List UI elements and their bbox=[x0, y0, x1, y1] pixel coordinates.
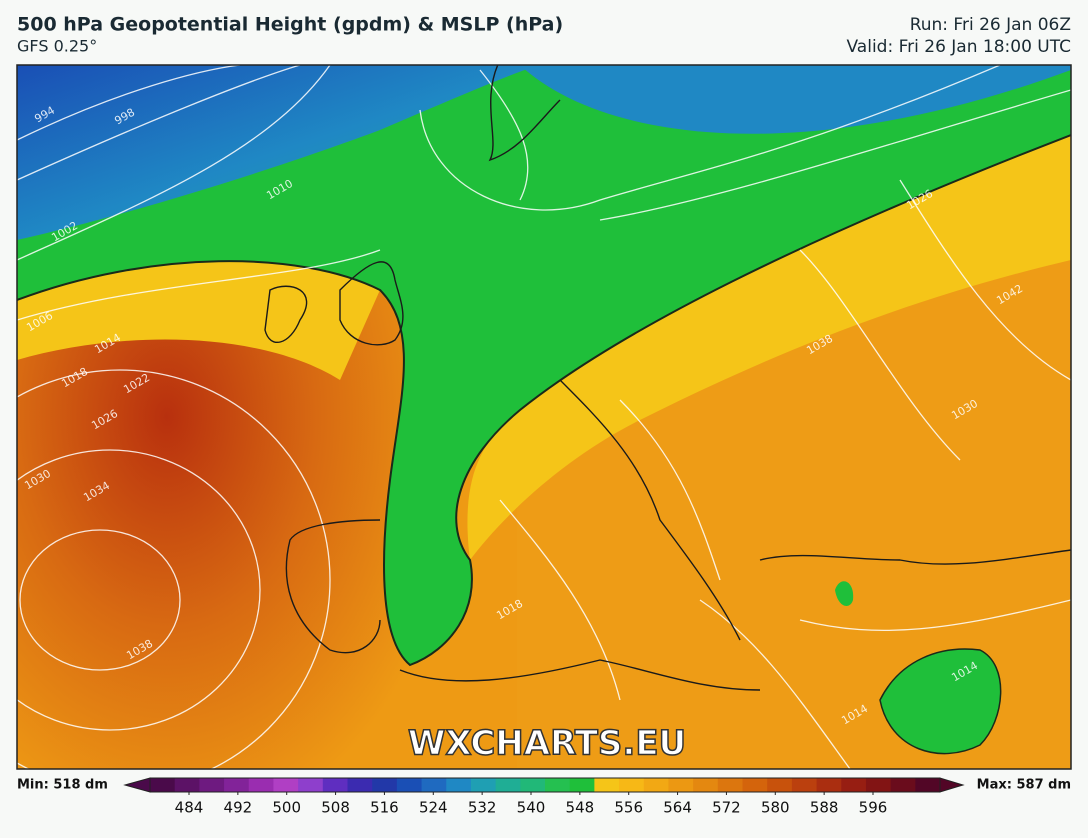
colorbar-tick-label: 596 bbox=[859, 799, 888, 817]
colorbar-swatch bbox=[717, 778, 743, 792]
colorbar-swatch bbox=[865, 778, 892, 792]
isobars bbox=[17, 65, 1071, 769]
colorbar-tick-label: 492 bbox=[224, 799, 253, 817]
colorbar-swatch bbox=[248, 778, 274, 792]
valid: Valid: Fri 26 Jan 18:00 UTC bbox=[847, 37, 1072, 57]
yellow-zone bbox=[17, 261, 380, 380]
colorbar-swatch bbox=[841, 778, 867, 792]
colorbar-swatch bbox=[273, 778, 299, 792]
colorbar-swatch bbox=[396, 778, 423, 792]
colorbar-swatch bbox=[322, 778, 348, 792]
title: 500 hPa Geopotential Height (gpdm) & MSL… bbox=[17, 14, 563, 36]
colorbar-swatch bbox=[347, 778, 373, 792]
colorbar-tick-label: 532 bbox=[468, 799, 497, 817]
coastlines bbox=[264, 65, 1071, 691]
min-label: Min: 518 dm bbox=[17, 778, 108, 793]
colorbar-swatch bbox=[495, 778, 521, 792]
run: Run: Fri 26 Jan 06Z bbox=[910, 15, 1071, 35]
colorbar-swatch bbox=[520, 778, 546, 792]
colorbar-tick-label: 580 bbox=[761, 799, 790, 817]
colorbar-swatch bbox=[742, 778, 768, 792]
colorbar-swatch bbox=[470, 778, 497, 792]
map-frame bbox=[16, 64, 1072, 770]
colorbar-swatch bbox=[569, 778, 595, 792]
colorbar-swatch bbox=[890, 778, 916, 792]
colorbar-tick-label: 516 bbox=[370, 799, 399, 817]
blue-zone bbox=[17, 65, 540, 240]
colorbar-frame bbox=[149, 777, 941, 793]
colorbar-swatch bbox=[150, 778, 176, 792]
green-patch bbox=[835, 581, 854, 606]
colorbar-swatch bbox=[643, 778, 669, 792]
watermark: WXCHARTS.EU bbox=[408, 724, 686, 764]
colorbar-tick-label: 484 bbox=[175, 799, 204, 817]
subtitle: GFS 0.25° bbox=[17, 37, 97, 56]
blue-zone-north bbox=[520, 65, 1071, 134]
green-cutoff bbox=[879, 648, 1002, 755]
colorbar-tick-label: 556 bbox=[614, 799, 643, 817]
colorbar-tick-label: 500 bbox=[272, 799, 301, 817]
colorbar-swatch bbox=[298, 778, 324, 792]
colorbar-swatch bbox=[915, 778, 941, 792]
yellow-zone-east bbox=[467, 135, 1071, 560]
colorbar-arrow-right bbox=[939, 777, 965, 793]
colorbar-swatch bbox=[619, 778, 645, 792]
colorbar-swatch bbox=[224, 778, 250, 792]
colorbar-tick-label: 548 bbox=[566, 799, 595, 817]
colorbar-swatch bbox=[693, 778, 719, 792]
colorbar-swatch bbox=[816, 778, 842, 792]
colorbar-tick-label: 572 bbox=[712, 799, 741, 817]
map: WXCHARTS.EU bbox=[17, 65, 1071, 769]
colorbar-tick-label: 540 bbox=[517, 799, 546, 817]
green-zone bbox=[17, 65, 1071, 665]
colorbar-swatch bbox=[372, 778, 398, 792]
colorbar-swatch bbox=[545, 778, 571, 792]
colorbar-tick-label: 588 bbox=[810, 799, 839, 817]
colorbar-swatch bbox=[594, 778, 620, 792]
colorbar-arrow-left bbox=[123, 777, 151, 793]
colorbar-swatch bbox=[446, 778, 472, 792]
colorbar-swatch bbox=[174, 778, 200, 792]
colorbar-swatch bbox=[668, 778, 694, 792]
colorbar-tick-label: 564 bbox=[663, 799, 692, 817]
colorbar-swatch bbox=[199, 778, 225, 792]
colorbar-swatch bbox=[767, 778, 793, 792]
max-label: Max: 587 dm bbox=[977, 778, 1071, 793]
colorbar-swatch bbox=[791, 778, 818, 792]
colorbar-tick-label: 524 bbox=[419, 799, 448, 817]
colorbar-swatch bbox=[421, 778, 447, 792]
colorbar-tick-label: 508 bbox=[321, 799, 350, 817]
colorbar: 484 492 500 508 516 524 532 540 548 556 564 572 580 5… bbox=[123, 777, 965, 817]
